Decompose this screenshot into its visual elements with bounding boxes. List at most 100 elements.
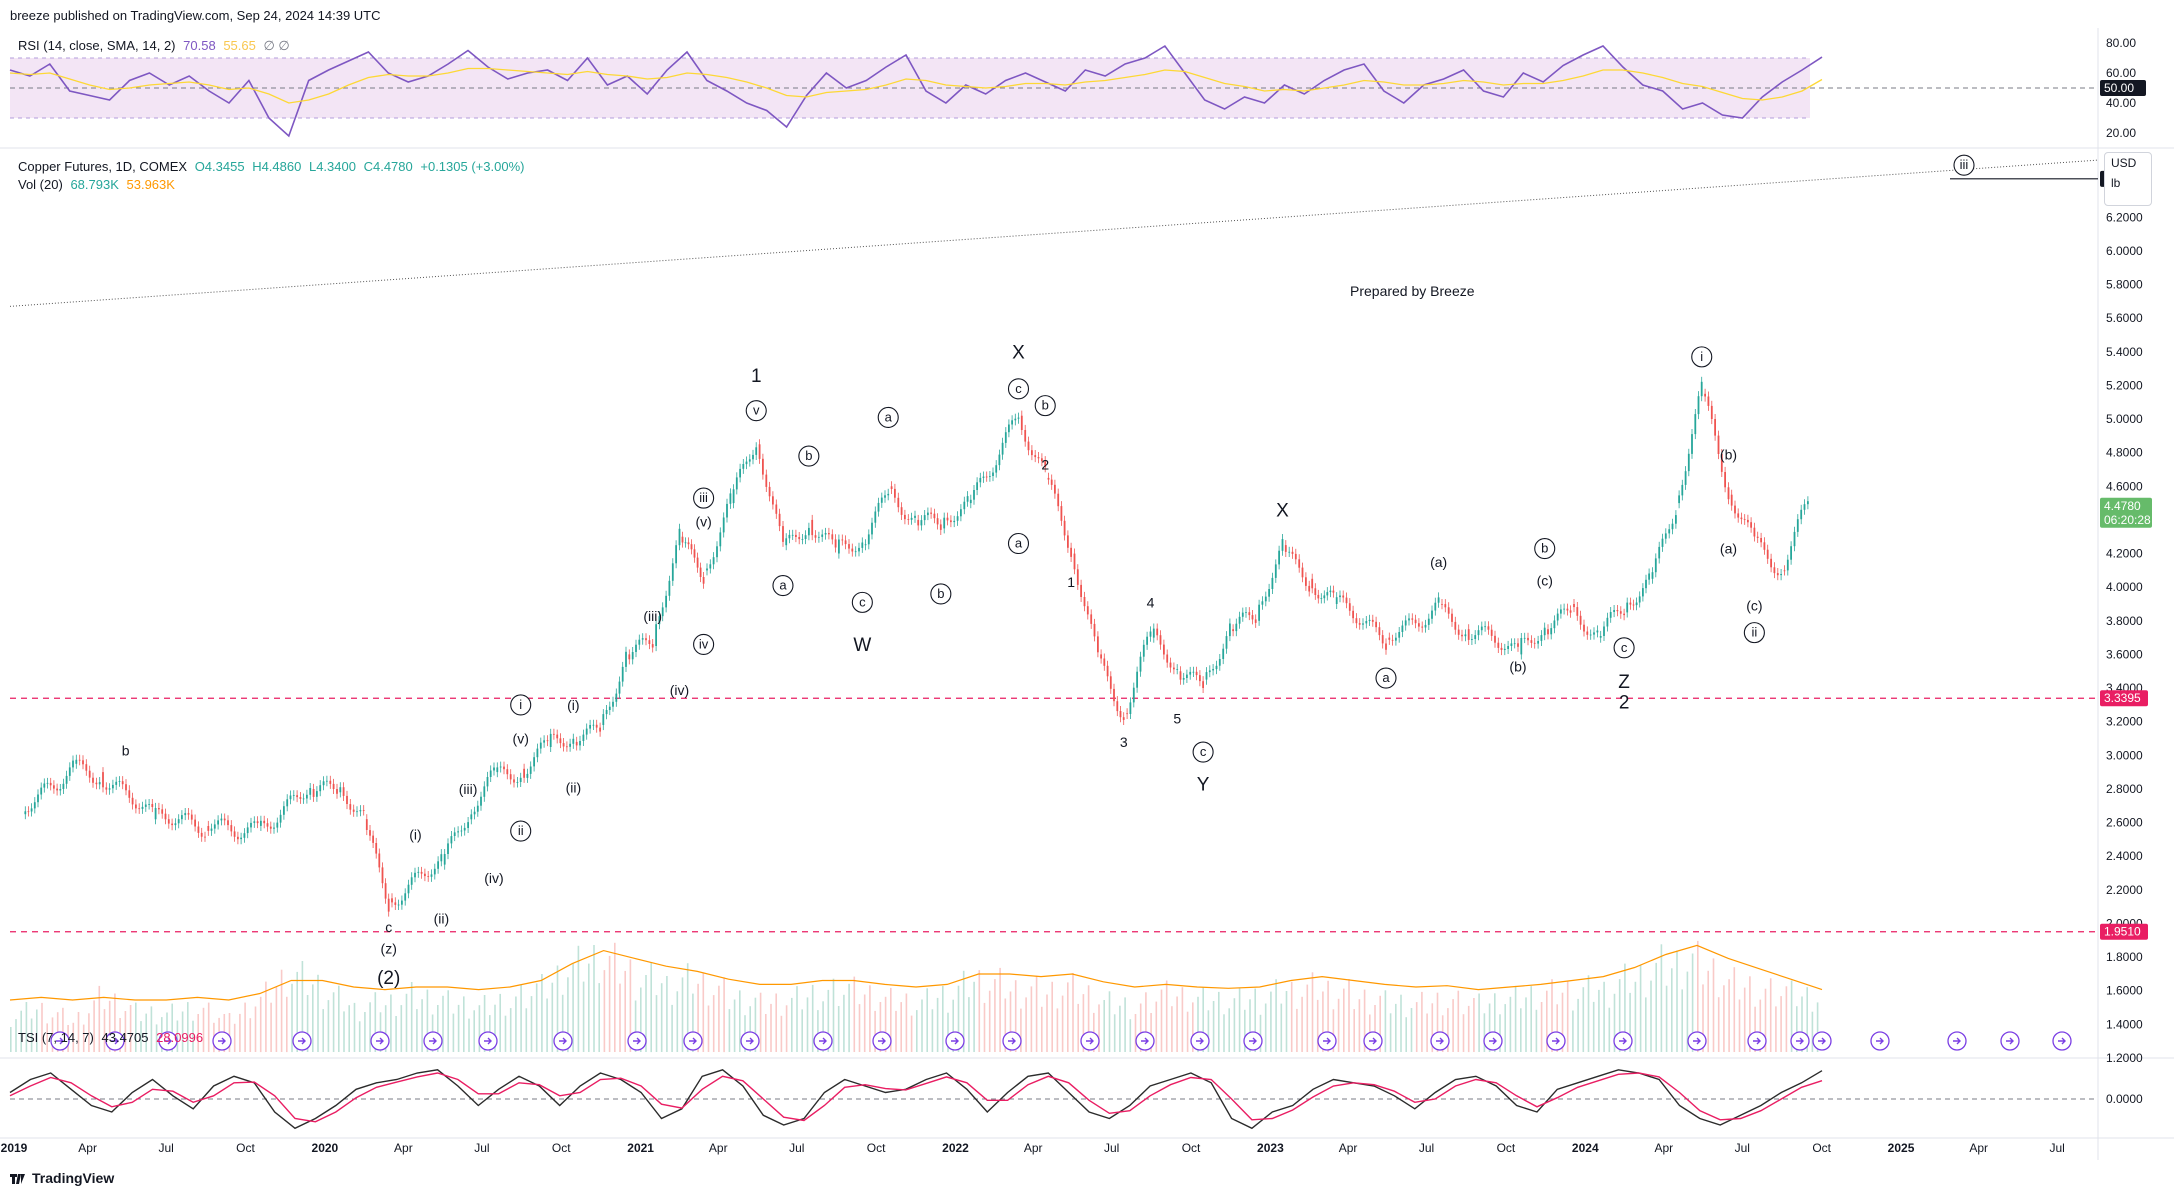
volume-bar [1546,990,1548,1052]
candle-body [1727,487,1730,500]
volume-bar [1697,940,1699,1053]
candle-body [848,544,850,549]
candle-body [1004,432,1007,443]
wave-label: 2 [1041,456,1049,472]
candle-body [1793,531,1796,547]
candle-body [365,819,368,830]
ohlc-close: C4.4780 [363,159,413,174]
event-arrow-icon [1008,1037,1016,1045]
candle-body [1342,595,1345,598]
volume-bar [1098,1004,1100,1052]
candle-body [726,503,728,518]
candle-body [1235,623,1238,632]
candle-body [1076,569,1079,585]
candle-body [1375,621,1377,628]
tsi-legend[interactable]: TSI (7, 14, 7) 43.4705 28.0996 [18,1030,207,1045]
candle-body [645,638,647,641]
candle-body [625,651,627,667]
volume-bar [265,981,267,1052]
volume-bar [1165,980,1168,1052]
candle-body [289,795,292,800]
candle-body [539,742,542,749]
candle-body [112,784,114,789]
event-arrow-icon [1953,1037,1961,1045]
candle-body [828,533,830,535]
candle-body [526,773,529,778]
tradingview-logo[interactable]: TradingView [10,1170,114,1186]
time-axis-tick: Jul [158,1141,173,1155]
volume-bar [1743,987,1746,1052]
volume-bar [1228,1008,1230,1052]
candle-body [509,774,512,780]
last-price-tag[interactable] [2100,497,2152,528]
price-axis-tick: 3.2000 [2106,715,2143,729]
volume-bar [916,1010,918,1052]
time-axis-tick: 2023 [1257,1141,1284,1155]
volume-bar [296,971,298,1052]
volume-bar [1233,998,1236,1052]
candle-body [1661,538,1664,547]
candle-body [342,787,345,796]
volume-bar [1363,989,1366,1052]
candle-body [638,639,641,645]
candle-body [1326,592,1329,596]
candle-body [407,884,410,894]
candle-body [1163,644,1165,655]
rsi-legend[interactable]: RSI (14, close, SMA, 14, 2) 70.58 55.65 … [18,38,294,54]
candle-body [1014,418,1017,421]
candle-body [1576,607,1579,616]
wave-label-circle [1613,637,1635,659]
volume-bar [1113,1014,1116,1052]
volume-bar [1322,991,1324,1052]
candle-body [900,507,903,515]
wave-label: 4 [1147,594,1155,610]
candle-body [1573,604,1575,608]
candle-body [1355,618,1358,624]
candle-body [443,854,446,865]
volume-bar [1145,992,1147,1052]
candle-body [1332,590,1335,593]
volume-bar [879,1002,882,1052]
volume-bar [520,984,522,1052]
candle-body [1566,608,1569,611]
currency-unit-selector[interactable]: USD lb [2104,152,2152,206]
wave-label-circle [930,583,952,605]
candle-body [489,770,492,777]
volume-bar [1082,994,1085,1052]
candle-body [82,760,84,765]
candle-body [1734,505,1736,514]
candle-body [1537,641,1539,644]
volume-bar [1691,953,1694,1052]
wave-label: (v) [513,731,529,747]
candle-body [375,843,378,854]
volume-bar [1577,998,1579,1052]
rsi-level-tag-text: 50.00 [2104,81,2134,95]
candle-body [1199,675,1201,682]
volume-legend[interactable]: Vol (20) 68.793K 53.963K [18,177,179,192]
candle-body [1245,612,1247,613]
unit-label[interactable]: lb [2111,176,2121,190]
wave-label: W [853,635,871,656]
volume-bar [483,995,486,1052]
candle-body [668,580,671,596]
candle-body [1254,619,1257,623]
candle-body [473,811,476,815]
volume-bar [1514,985,1517,1052]
candle-body [499,766,502,768]
main-legend[interactable]: Copper Futures, 1D, COMEX O4.3455 H4.486… [18,159,528,174]
volume-bar [1582,987,1585,1052]
candle-body [1264,596,1267,602]
currency-label[interactable]: USD [2111,156,2137,170]
volume-bar [1650,980,1652,1052]
volume-bar [1728,979,1730,1052]
candle-body [1800,509,1803,520]
candle-body [758,444,761,459]
candle-body [1149,631,1152,637]
candle-body [982,476,985,478]
candle-body [658,616,661,625]
candle-body [1675,515,1677,524]
candle-body [841,539,844,541]
volume-bar [541,974,543,1052]
candle-body [936,518,939,525]
